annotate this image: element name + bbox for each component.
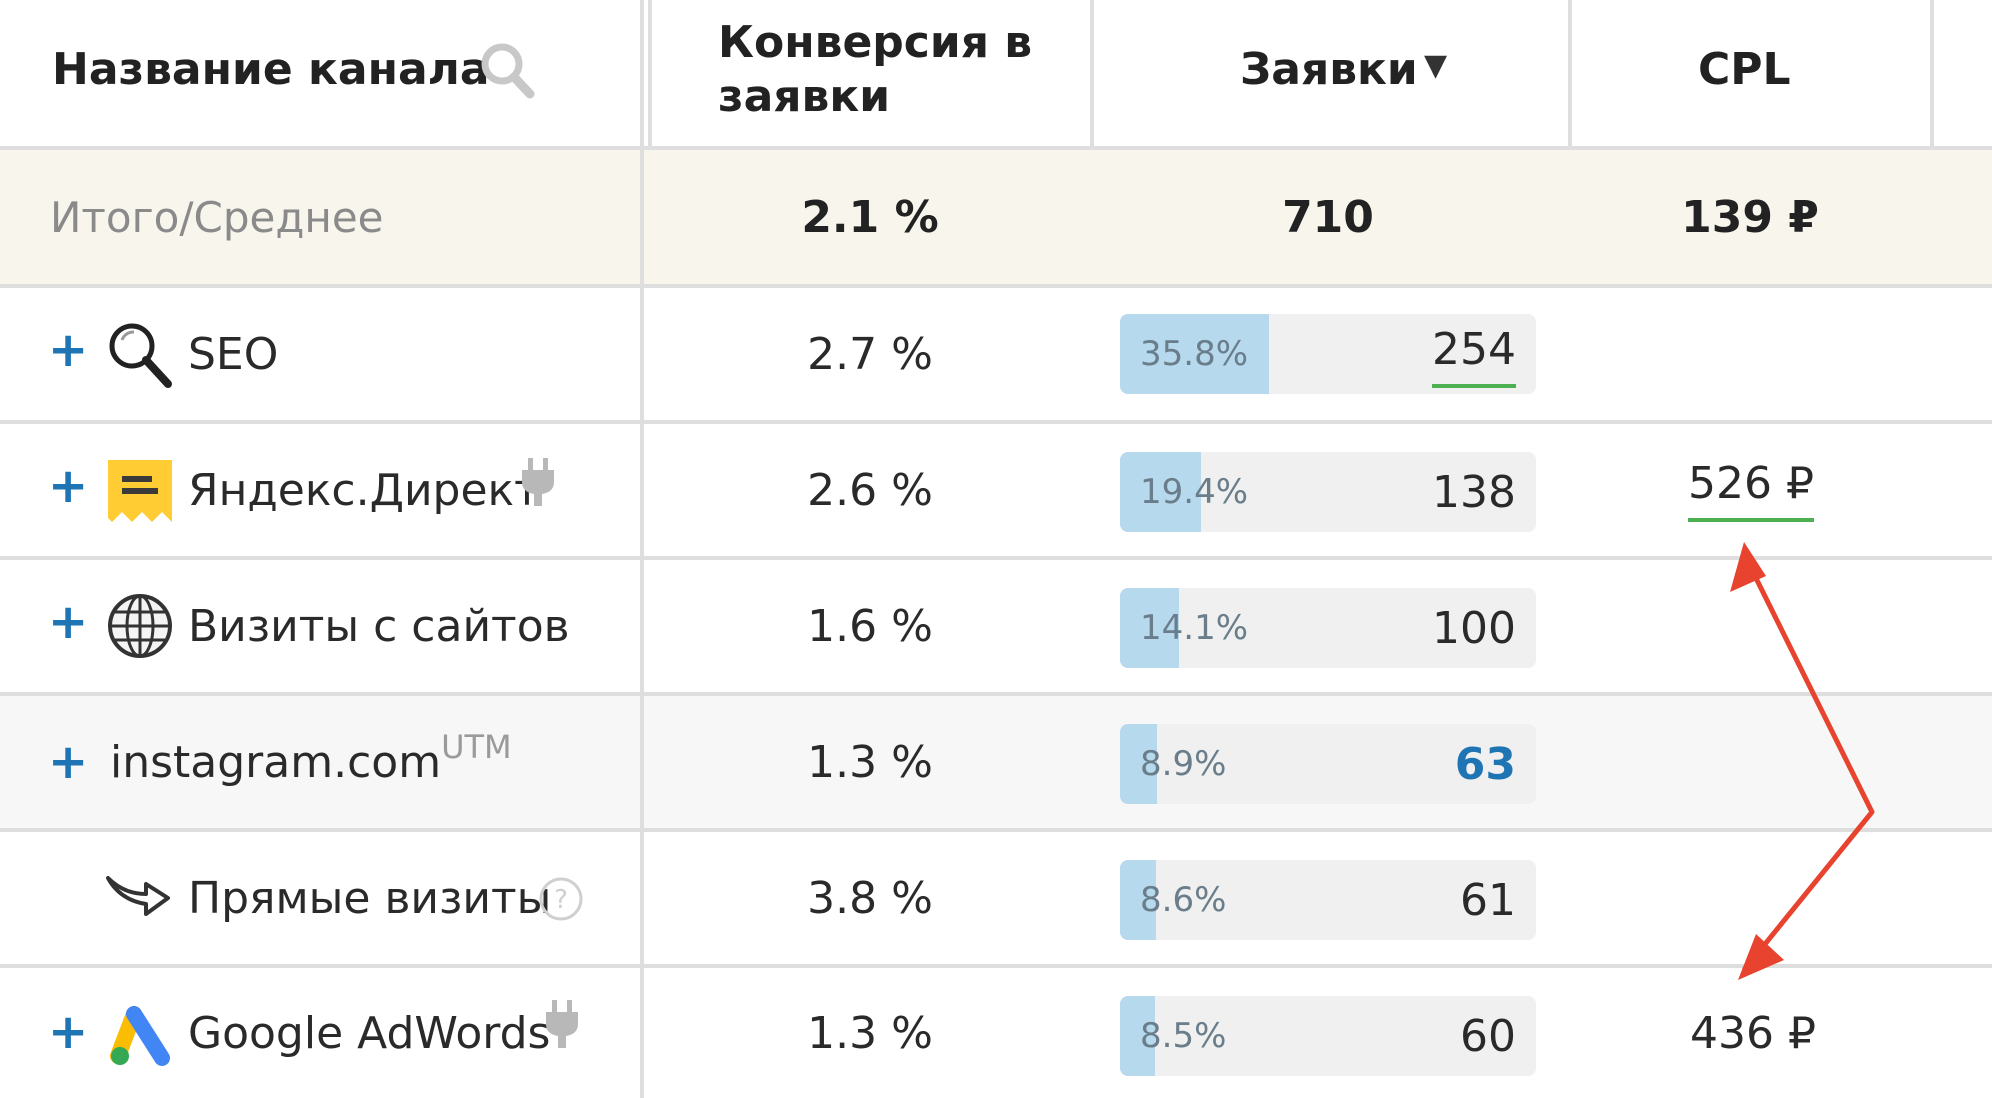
leads-bar-fill <box>1120 588 1179 668</box>
divider <box>1930 0 1934 146</box>
channel-name[interactable]: Визиты с сайтов <box>188 600 570 652</box>
leads-bar-fill <box>1120 724 1158 804</box>
leads-count[interactable]: 60 <box>1460 1010 1516 1062</box>
conversion-value: 1.3 % <box>807 736 933 788</box>
header-conversion[interactable]: Конверсия в заявки <box>718 16 1032 124</box>
leads-bar[interactable]: 14.1% 100 <box>1120 588 1536 668</box>
totals-row: Итого/Среднее 2.1 % 710 139 ₽ <box>0 150 1992 284</box>
leads-bar-fill <box>1120 996 1156 1076</box>
search-icon[interactable] <box>478 40 536 104</box>
table-row[interactable]: Прямые визиты ? 3.8 % 8.6% 61 <box>0 832 1992 964</box>
leads-bar[interactable]: 19.4% 138 <box>1120 452 1536 532</box>
totals-cpl: 139 ₽ <box>1681 191 1819 243</box>
leads-bar-fill <box>1120 452 1201 532</box>
help-icon[interactable]: ? <box>538 876 584 926</box>
divider <box>0 964 1992 968</box>
channel-name-text: instagram.com <box>110 736 442 788</box>
channel-name[interactable]: SEO <box>188 328 279 380</box>
leads-count[interactable]: 254 <box>1432 314 1516 388</box>
leads-count[interactable]: 138 <box>1432 466 1516 518</box>
globe-icon <box>106 592 174 664</box>
divider <box>648 0 652 146</box>
channel-name[interactable]: Google AdWords <box>188 1007 551 1059</box>
cpl-value[interactable]: 436 ₽ <box>1690 1007 1816 1059</box>
expand-button[interactable]: + <box>48 594 89 650</box>
annotation-arrow-line <box>1741 552 1875 972</box>
table-row[interactable]: + Google AdWords 1.3 % 8.5% 60 436 ₽ <box>0 968 1992 1098</box>
divider <box>1568 0 1572 146</box>
leads-bar[interactable]: 35.8% 254 <box>1120 314 1536 394</box>
annotation-arrowhead-bottom <box>1738 934 1784 980</box>
totals-label: Итого/Среднее <box>50 192 384 242</box>
conversion-value: 1.6 % <box>807 600 933 652</box>
plug-icon <box>542 1000 582 1052</box>
channel-name[interactable]: Яндекс.Директ <box>188 464 540 516</box>
expand-button[interactable]: + <box>48 734 89 790</box>
conversion-value: 2.7 % <box>807 328 933 380</box>
table-row[interactable]: + SEO 2.7 % 35.8% 254 <box>0 288 1992 420</box>
expand-button[interactable]: + <box>48 1004 89 1060</box>
leads-share: 8.9% <box>1140 744 1227 784</box>
table-header: Название канала Конверсия в заявки Заявк… <box>0 0 1992 148</box>
leads-bar[interactable]: 8.9% 63 <box>1120 724 1536 804</box>
annotation-arrow <box>1730 542 1875 980</box>
leads-share: 19.4% <box>1140 472 1249 512</box>
direct-visit-icon <box>106 874 172 928</box>
totals-leads: 710 <box>1282 191 1374 243</box>
divider <box>0 556 1992 560</box>
leads-share: 14.1% <box>1140 608 1249 648</box>
table-row[interactable]: + instagram.com UTM 1.3 % 8.9% 63 <box>0 696 1992 828</box>
totals-conversion: 2.1 % <box>801 191 939 243</box>
leads-bar-fill <box>1120 860 1156 940</box>
table-row[interactable]: + Яндекс.Директ 2.6 % 19.4% 138 526 ₽ <box>0 424 1992 556</box>
expand-button[interactable]: + <box>48 458 89 514</box>
sort-desc-icon[interactable]: ▼ <box>1424 48 1448 83</box>
divider <box>0 420 1992 424</box>
divider <box>0 284 1992 288</box>
channel-name[interactable]: Прямые визиты <box>188 872 552 924</box>
divider <box>640 0 644 1098</box>
utm-badge: UTM <box>441 728 512 766</box>
leads-bar[interactable]: 8.6% 61 <box>1120 860 1536 940</box>
conversion-value: 3.8 % <box>807 872 933 924</box>
divider <box>0 692 1992 696</box>
annotation-arrowhead-top <box>1730 542 1766 592</box>
leads-bar[interactable]: 8.5% 60 <box>1120 996 1536 1076</box>
conversion-value: 2.6 % <box>807 464 933 516</box>
yandex-direct-icon <box>108 460 172 526</box>
leads-count[interactable]: 61 <box>1460 874 1516 926</box>
divider <box>0 146 1992 150</box>
magnifier-icon <box>104 318 176 394</box>
conversion-value: 1.3 % <box>807 1007 933 1059</box>
divider <box>1090 0 1094 146</box>
cpl-value[interactable]: 526 ₽ <box>1688 448 1814 522</box>
channel-name[interactable]: instagram.com UTM <box>110 696 512 828</box>
header-conversion-line1: Конверсия в <box>718 17 1033 68</box>
header-conversion-line2: заявки <box>718 71 891 122</box>
leads-share: 35.8% <box>1140 334 1249 374</box>
leads-count[interactable]: 100 <box>1432 602 1516 654</box>
svg-text:?: ? <box>554 885 568 915</box>
leads-share: 8.6% <box>1140 880 1227 920</box>
leads-share: 8.5% <box>1140 1016 1227 1056</box>
plug-icon <box>518 458 558 510</box>
google-ads-icon <box>108 1006 174 1072</box>
header-leads[interactable]: Заявки <box>1240 44 1418 95</box>
leads-bar-fill <box>1120 314 1269 394</box>
row-background-instagram <box>0 694 1992 828</box>
header-channel-name[interactable]: Название канала <box>52 44 490 95</box>
divider <box>0 828 1992 832</box>
table-row[interactable]: + Визиты с сайтов 1.6 % 14.1% 100 <box>0 560 1992 692</box>
leads-count[interactable]: 63 <box>1454 738 1516 790</box>
header-cpl[interactable]: CPL <box>1698 44 1791 95</box>
expand-button[interactable]: + <box>48 322 89 378</box>
